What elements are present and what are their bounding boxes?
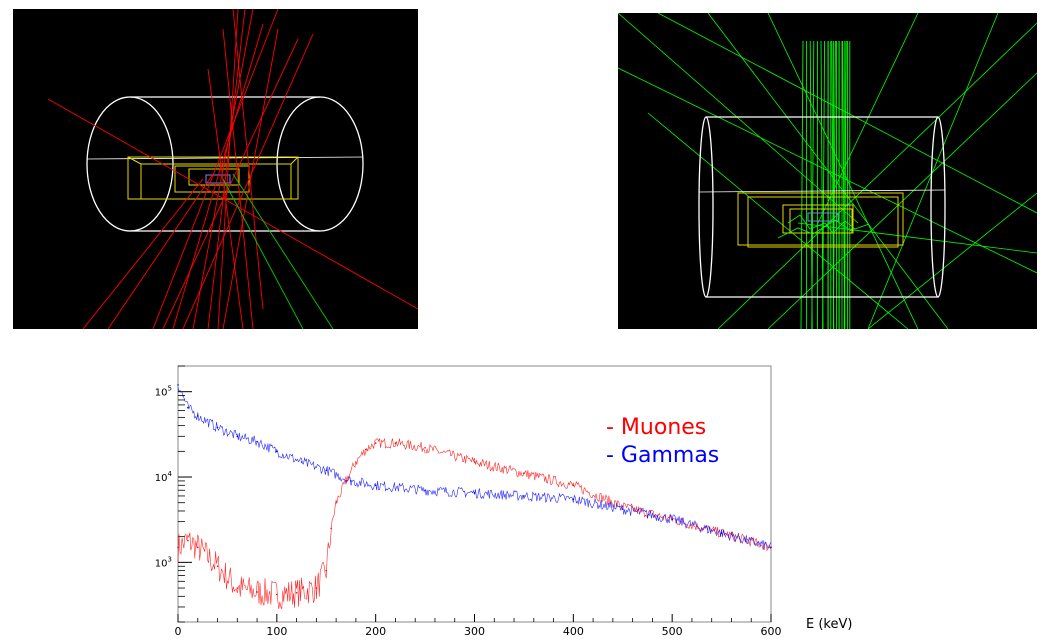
y-tick-label: 104 [155, 470, 173, 484]
data-point [335, 501, 337, 504]
detector-view-muons [13, 9, 418, 329]
data-point [424, 447, 426, 449]
data-point [394, 442, 397, 444]
data-point [276, 593, 278, 596]
detector-view-gammas [618, 13, 1037, 329]
data-point [300, 461, 303, 463]
data-point [216, 565, 219, 568]
x-tick-label: 400 [563, 625, 584, 638]
muon-track [207, 68, 244, 329]
gamma-track [822, 40, 826, 329]
gamma-event-display [618, 13, 1037, 329]
muon-event-display [47, 9, 418, 329]
gamma-track [867, 192, 1037, 329]
muon-track [182, 33, 314, 329]
data-point [187, 539, 189, 542]
muon-track [222, 28, 254, 329]
data-point [325, 569, 328, 572]
data-point [523, 472, 525, 475]
data-point [572, 498, 575, 500]
x-tick-label: 600 [761, 625, 782, 638]
data-point [295, 591, 298, 594]
energy-spectrum-chart: 0 100 200 300 400 500 600 103 104 105 E (keV) - … [140, 355, 870, 641]
gamma-track [707, 13, 949, 329]
data-point [770, 546, 772, 549]
secondary-track [222, 178, 304, 329]
data-point [355, 461, 357, 463]
gamma-track [657, 13, 1037, 214]
x-axis-label: E (keV) [806, 617, 852, 632]
data-point [473, 461, 476, 463]
data-point [350, 480, 352, 482]
muon-tracks [47, 9, 418, 329]
gamma-track [618, 13, 859, 224]
data-point [330, 527, 332, 530]
muon-track [217, 9, 239, 329]
gamma-scatter-track [777, 214, 870, 239]
y-axis-ticks: 103 104 105 [155, 385, 192, 569]
data-point [364, 448, 367, 451]
x-tick-label: 500 [662, 625, 683, 638]
data-point [572, 484, 575, 487]
series-1 [177, 384, 772, 550]
data-point [196, 546, 199, 549]
y-tick-label: 105 [155, 385, 172, 399]
muon-track [162, 38, 299, 329]
x-tick-label: 200 [365, 625, 386, 638]
muon-track [192, 9, 254, 329]
data-point [276, 450, 278, 453]
muon-track [172, 23, 264, 329]
inner-volumes [127, 156, 299, 200]
gamma-track [717, 22, 1037, 329]
data-point [720, 532, 723, 534]
inner-volumes [737, 192, 904, 248]
data-point [374, 484, 377, 487]
gamma-track [647, 112, 909, 329]
secondary-track [232, 173, 334, 329]
data-point [182, 394, 184, 397]
data-point [236, 435, 239, 438]
gamma-scatter-tracks [777, 214, 870, 239]
legend: - Muones - Gammas [606, 415, 719, 468]
gamma-track [817, 13, 919, 224]
data-point [256, 440, 258, 443]
muon-track [152, 9, 279, 329]
data-point [473, 492, 476, 494]
muon-track [232, 9, 264, 310]
muon-track [47, 98, 418, 310]
data-point [315, 587, 318, 589]
data-point [256, 591, 258, 593]
gamma-track [867, 13, 999, 329]
x-axis-ticks: 0 100 200 300 400 500 600 [175, 614, 782, 638]
y-minor-ticks [178, 365, 185, 623]
muon-track [82, 178, 204, 329]
x-tick-label: 300 [464, 625, 485, 638]
gamma-track [811, 40, 815, 329]
x-tick-label: 0 [175, 625, 182, 638]
data-point [216, 426, 219, 429]
y-tick-label: 103 [155, 555, 172, 569]
data-point [671, 518, 673, 521]
legend-entry-muones: - Muones [606, 415, 706, 440]
data-point [523, 495, 525, 497]
muon-track [222, 28, 279, 329]
data-point [187, 406, 189, 409]
data-point [325, 469, 328, 472]
data-point [177, 546, 179, 549]
x-tick-label: 100 [266, 625, 287, 638]
data-point [177, 384, 179, 386]
data-point [374, 442, 377, 444]
muon-track [207, 9, 246, 329]
series-line [177, 438, 772, 610]
gamma-tracks [618, 13, 1037, 329]
data-point [236, 587, 239, 589]
data-point [424, 489, 426, 492]
legend-entry-gammas: - Gammas [606, 443, 719, 468]
data-point [621, 508, 624, 510]
cylinder-outline [698, 116, 946, 298]
muon-track [107, 173, 214, 329]
series-layer [177, 384, 772, 610]
data-point [196, 415, 199, 417]
chart-svg: 0 100 200 300 400 500 600 103 104 105 E (keV) - … [155, 365, 852, 638]
